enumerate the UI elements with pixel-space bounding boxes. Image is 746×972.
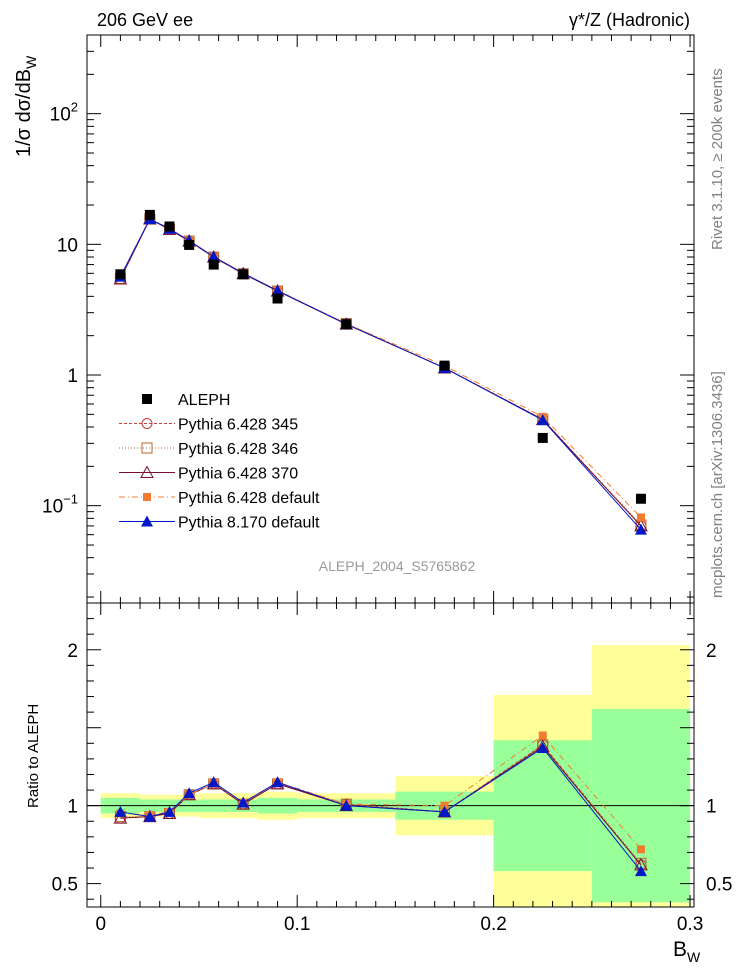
y-tick-label-base: 10 [57,235,78,256]
ratio-plot-frame [86,602,695,908]
x-axis-label-sub: W [687,949,701,965]
y-axis-label-ratio: Ratio to ALEPH [25,704,42,808]
x-tick-label: 0.1 [284,914,310,935]
y-tick-label-base: 10 [50,105,71,126]
series-point-main [536,414,549,426]
legend-marker [141,442,153,454]
data-point [164,221,175,232]
series-point-ratio [340,799,353,811]
series-point-ratio [634,865,647,877]
series-point-ratio [114,805,127,817]
legend-marker [141,418,153,429]
y-axis-label-main-sub: W [23,55,39,69]
data-point [115,269,126,280]
series-point-main [634,523,647,535]
y-tick-label-exp: 2 [71,100,78,115]
x-axis-label: BW [673,938,701,965]
legend-marker [141,515,153,527]
series-point-ratio [163,805,176,817]
series-point-ratio [113,811,128,824]
y-tick-label-ratio-right: 2 [706,641,717,662]
data-point [208,259,219,270]
series-line-ratio [120,734,642,850]
y-tick-label-ratio: 2 [67,641,78,662]
side-label-bottom: mcplots.cern.ch [arXiv:1306.3436] [709,371,726,598]
data-point [439,360,450,371]
y-tick-label-exp: −1 [63,492,78,507]
y-tick-label-main: 1 [67,366,78,387]
series-point-ratio [636,845,645,854]
series-point-ratio [183,787,196,799]
series-point-main [271,284,284,296]
x-tick-label: 0.3 [677,914,703,935]
legend-marker [140,465,154,478]
y-tick-label-base: 10 [42,497,63,518]
side-label-top: Rivet 3.1.10, ≥ 200k events [709,68,726,250]
legend-label: Pythia 6.428 default [178,490,320,507]
ratio-bands [87,645,694,907]
legend-marker [142,394,152,404]
series-point-ratio [271,776,284,788]
series-curves [113,209,648,877]
legend-marker [143,493,151,501]
y-tick-label-main: 10−1 [42,492,78,518]
title-right: γ*/Z (Hadronic) [569,10,690,30]
y-tick-label-main: 10 [57,235,78,256]
legend-label: Pythia 8.170 default [178,515,320,532]
y-tick-label-ratio: 1 [67,797,78,818]
data-point [144,209,155,220]
x-tick-label: 0 [95,914,106,935]
legend-label: Pythia 6.428 346 [178,441,298,458]
legend-label: Pythia 6.428 345 [178,417,298,434]
series-point-ratio [237,796,250,808]
series-point-ratio [143,810,156,822]
series-point-main [636,513,645,522]
series-point-ratio [538,731,547,740]
y-axis-label-main: 1/σ dσ/dBW [13,55,39,157]
y-tick-label-base: 1 [67,366,78,387]
data-point [184,239,195,250]
series-point-ratio [438,805,451,817]
y-tick-label-ratio-right: 1 [706,797,717,818]
series-point-main [207,250,220,262]
y-tick-label-ratio: 0.5 [52,875,78,896]
x-axis-label-text: B [673,938,687,961]
series-line-main [119,218,642,530]
data-point [341,319,352,330]
series-point-ratio [440,801,449,810]
legend-label: Pythia 6.428 370 [178,466,298,483]
data-point [238,269,249,280]
analysis-label: ALEPH_2004_S5765862 [319,558,476,574]
legend: ALEPH Pythia 6.428 345 Pythia 6.428 346 Pyt… [119,392,320,532]
data-point [635,493,646,504]
x-tick-label: 0.2 [480,914,506,935]
series-point-ratio [536,741,549,753]
data-point [272,293,283,304]
data-point [537,432,548,443]
y-tick-label-main: 102 [50,100,78,126]
title-left: 206 GeV ee [97,10,193,30]
series-point-ratio [207,776,220,788]
legend-label: ALEPH [178,392,230,409]
y-axis-label-main-text: 1/σ dσ/dB [13,69,35,157]
y-tick-label-ratio-right: 0.5 [706,875,732,896]
